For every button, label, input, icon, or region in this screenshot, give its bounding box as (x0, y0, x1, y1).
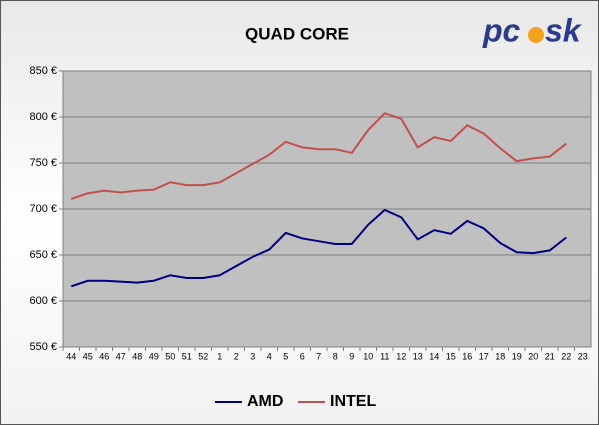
logo-text: sk (545, 12, 583, 48)
x-tick-label: 22 (561, 351, 571, 361)
x-tick-label: 12 (396, 351, 406, 361)
x-tick-label: 23 (578, 351, 588, 361)
x-tick-label: 6 (300, 351, 305, 361)
x-tick-label: 19 (512, 351, 522, 361)
series-line (70, 112, 567, 200)
x-tick-label: 16 (462, 351, 472, 361)
x-tick-label: 10 (363, 351, 373, 361)
y-tick-label: 750 € (29, 157, 57, 169)
x-tick-label: 7 (316, 351, 321, 361)
x-tick-label: 18 (495, 351, 505, 361)
x-tick-label: 8 (333, 351, 338, 361)
x-tick-label: 20 (528, 351, 538, 361)
x-tick-label: 44 (66, 351, 76, 361)
chart-title: QUAD CORE (245, 24, 349, 43)
logo-text: pc (482, 12, 521, 48)
x-tick-label: 2 (234, 351, 239, 361)
x-tick-label: 45 (83, 351, 93, 361)
x-tick-label: 13 (413, 351, 423, 361)
x-tick-label: 49 (149, 351, 159, 361)
legend-label: INTEL (330, 393, 376, 410)
x-tick-label: 51 (182, 351, 192, 361)
x-tick-label: 1 (217, 351, 222, 361)
y-tick-label: 850 € (29, 65, 57, 77)
x-tick-label: 17 (479, 351, 489, 361)
legend-label: AMD (247, 393, 283, 410)
x-tick-label: 5 (283, 351, 288, 361)
x-tick-label: 11 (380, 351, 389, 361)
x-tick-label: 48 (132, 351, 142, 361)
x-tick-label: 15 (446, 351, 456, 361)
x-tick-label: 46 (99, 351, 109, 361)
x-tick-label: 3 (250, 351, 255, 361)
x-tick-label: 4 (267, 351, 272, 361)
y-tick-label: 550 € (29, 341, 57, 353)
y-tick-label: 650 € (29, 249, 57, 261)
x-tick-label: 21 (545, 351, 555, 361)
series-line (70, 208, 567, 288)
logo-flame (528, 27, 544, 43)
y-tick-label: 700 € (29, 203, 57, 215)
x-tick-label: 50 (165, 351, 175, 361)
x-tick-label: 9 (349, 351, 354, 361)
logo: pc sk (482, 12, 583, 48)
y-tick-label: 800 € (29, 111, 57, 123)
x-tick-label: 47 (116, 351, 126, 361)
x-tick-label: 14 (429, 351, 439, 361)
x-tick-label: 52 (198, 351, 208, 361)
y-tick-label: 600 € (29, 295, 57, 307)
